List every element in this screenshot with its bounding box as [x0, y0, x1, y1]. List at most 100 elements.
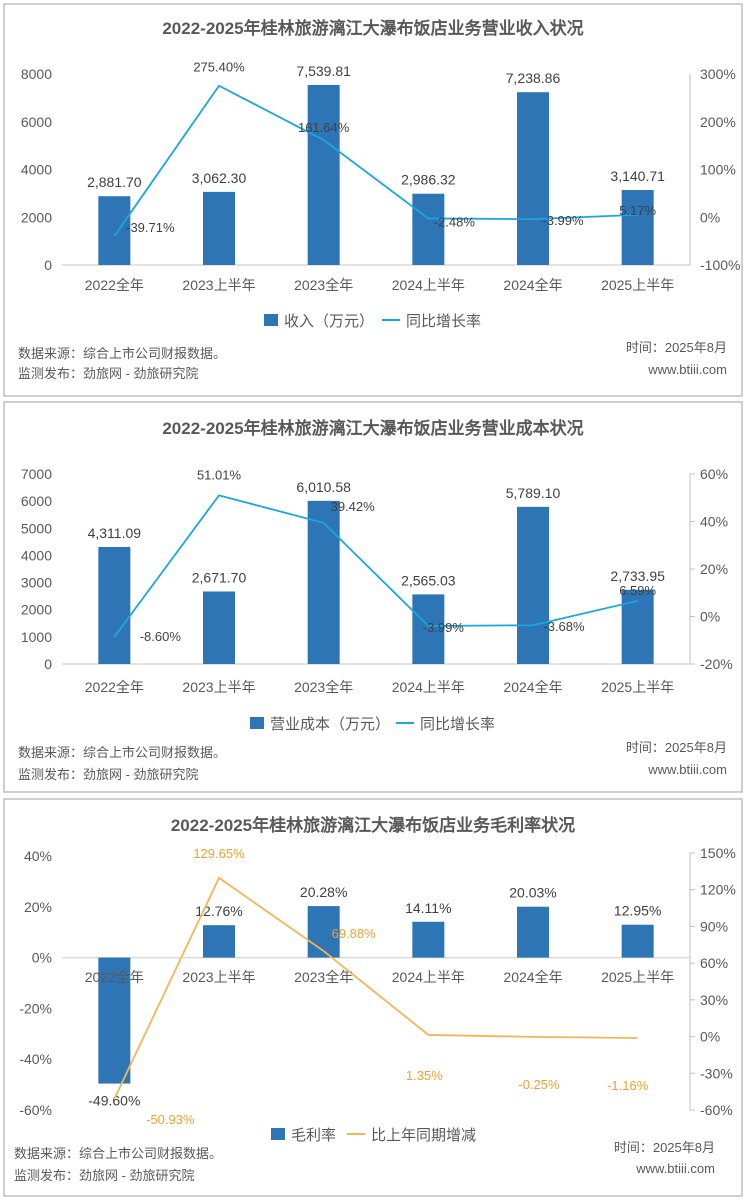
y-left-tick-label: 7000: [21, 466, 52, 482]
y-right-tick-label: 100%: [700, 162, 736, 178]
legend-line-label: 同比增长率: [406, 313, 481, 330]
bar-data-label: 20.28%: [300, 884, 347, 900]
y-right-tick-label: 90%: [700, 918, 728, 934]
gross-margin-chart: 2022-2025年桂林旅游漓江大瀑布饭店业务毛利率状况 -60% -40% -20%…: [3, 798, 743, 1197]
website-link: www.btiii.com: [647, 762, 727, 777]
publish-time: 时间：2025年8月: [614, 1140, 715, 1155]
line-data-label: 5.17%: [619, 203, 656, 218]
legend-bar-swatch: [264, 314, 278, 326]
y-left-tick-label: 6000: [21, 493, 52, 509]
publish-time: 时间：2025年8月: [626, 740, 727, 755]
x-tick-label: 2023全年: [294, 679, 353, 695]
x-tick-label: 2024全年: [503, 679, 562, 695]
x-tick-label: 2022全年: [85, 679, 144, 695]
bar-data-label: 3,140.71: [610, 168, 665, 184]
y-right-tick-label: 60%: [700, 466, 728, 482]
legend: 毛利率 比上年同期增减: [271, 1127, 476, 1144]
bar-data-label: 2,671.70: [192, 569, 247, 585]
bar: [412, 594, 445, 664]
y-left-tick-label: 3000: [21, 575, 52, 591]
legend-bar-swatch: [250, 717, 264, 729]
y-left-tick-label: 1000: [21, 629, 52, 645]
bar: [307, 84, 340, 266]
x-tick-label: 2022全年: [85, 277, 144, 293]
revenue-chart: 2022-2025年桂林旅游漓江大瀑布饭店业务营业收入状况 0 2000 4000 60…: [3, 3, 743, 397]
x-tick-label: 2023上半年: [182, 277, 255, 293]
x-tick-label: 2024上半年: [392, 969, 465, 985]
x-tick-label: 2025上半年: [601, 679, 674, 695]
line-series: [113, 876, 638, 1100]
x-tick-label: 2023全年: [294, 277, 353, 293]
bar: [203, 191, 235, 265]
y-left-tick-label: 4000: [21, 547, 52, 563]
publisher: 监测发布：劲旅网 - 劲旅研究院: [14, 1168, 195, 1183]
y-left-tick-label: 0: [44, 257, 52, 273]
bar-data-label: 2,565.03: [401, 572, 456, 588]
cost-chart: 2022-2025年桂林旅游漓江大瀑布饭店业务营业成本状况 0 1000 2000 30…: [3, 401, 743, 793]
x-tick-label: 2024上半年: [392, 277, 465, 293]
y-right-tick-label: 40%: [700, 514, 728, 530]
y-right-tick-label: 300%: [700, 66, 736, 82]
line-data-label: 129.65%: [193, 846, 245, 861]
data-source: 数据来源：综合上市公司财报数据。: [14, 1146, 222, 1161]
legend-bar-label: 营业成本（万元）: [270, 716, 390, 733]
line-data-label: -8.60%: [140, 629, 182, 644]
bar-data-label: 2,733.95: [610, 568, 665, 584]
x-tick-label: 2022全年: [85, 969, 144, 985]
bar-data-label: 7,238.86: [506, 70, 561, 86]
y-right-tick-label: 200%: [700, 114, 736, 130]
line-data-label: -39.71%: [126, 220, 175, 235]
publisher: 监测发布：劲旅网 - 劲旅研究院: [18, 767, 199, 782]
line-series: [113, 494, 638, 638]
chart-title: 2022-2025年桂林旅游漓江大瀑布饭店业务营业成本状况: [162, 418, 583, 438]
legend: 收入（万元） 同比增长率: [264, 313, 481, 330]
x-tick-label: 2024上半年: [392, 679, 465, 695]
y-left-tick-label: 0%: [32, 950, 52, 966]
bar: [98, 546, 131, 664]
line-data-label: 161.64%: [298, 120, 350, 135]
line-data-label: 1.35%: [406, 1068, 443, 1083]
line-data-label: -3.99%: [542, 213, 584, 228]
y-right-tick-label: -100%: [700, 257, 740, 273]
bar: [517, 506, 549, 664]
line-data-label: -0.25%: [518, 1077, 560, 1092]
legend-bar-label: 毛利率: [291, 1127, 336, 1144]
y-right-tick-label: 150%: [700, 845, 736, 861]
y-left-tick-label: -40%: [19, 1051, 52, 1067]
line-series: [113, 84, 638, 237]
y-right-tick-label: 120%: [700, 882, 736, 898]
x-tick-label: 2025上半年: [601, 277, 674, 293]
y-right-tick-label: -60%: [700, 1102, 733, 1118]
bar-data-label: 6,010.58: [296, 479, 351, 495]
website-link: www.btiii.com: [647, 362, 727, 377]
bar-data-label: -49.60%: [88, 1093, 140, 1109]
y-right-tick-label: 0%: [700, 1029, 720, 1045]
bar: [517, 92, 549, 266]
bar: [621, 924, 654, 958]
bar: [621, 589, 654, 664]
y-left-tick-label: -20%: [19, 1000, 52, 1016]
bar: [203, 925, 235, 958]
bar-data-label: 7,539.81: [296, 63, 351, 79]
bar: [307, 500, 340, 664]
y-left-tick-label: 5000: [21, 520, 52, 536]
y-left-tick-label: 8000: [21, 66, 52, 82]
chart-title: 2022-2025年桂林旅游漓江大瀑布饭店业务营业收入状况: [162, 18, 583, 38]
x-tick-label: 2024全年: [503, 277, 562, 293]
line-data-label: 39.42%: [331, 499, 376, 514]
line-data-label: -50.93%: [146, 1112, 195, 1127]
bar-data-label: 12.95%: [614, 903, 661, 919]
website-link: www.btiii.com: [635, 1161, 715, 1176]
y-right-tick-label: 0%: [700, 209, 720, 225]
bar: [98, 957, 131, 1084]
bar: [307, 906, 340, 958]
x-tick-label: 2025上半年: [601, 969, 674, 985]
bar: [203, 591, 235, 664]
bar: [98, 196, 131, 265]
y-right-tick-label: 20%: [700, 561, 728, 577]
y-left-tick-label: 6000: [21, 114, 52, 130]
bar: [517, 906, 549, 958]
legend: 营业成本（万元） 同比增长率: [250, 716, 495, 733]
line-data-label: -2.48%: [434, 214, 476, 229]
